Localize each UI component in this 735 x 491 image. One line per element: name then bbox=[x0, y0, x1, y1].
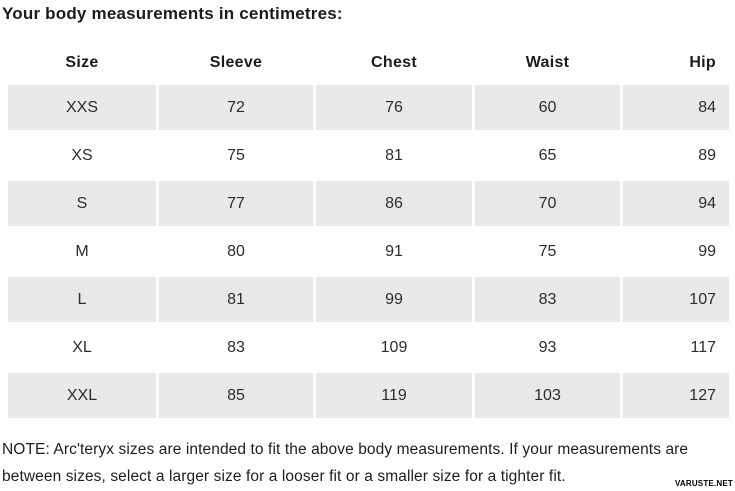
cell-hip: 89 bbox=[623, 133, 729, 178]
cell-sleeve: 85 bbox=[159, 373, 313, 418]
cell-waist: 103 bbox=[475, 373, 620, 418]
table-row-l: L 81 99 83 107 bbox=[8, 277, 729, 322]
cell-hip: 107 bbox=[623, 277, 729, 322]
table-row-xs: XS 75 81 65 89 bbox=[8, 133, 729, 178]
cell-size: XS bbox=[8, 133, 156, 178]
cell-hip: 99 bbox=[623, 229, 729, 274]
table-row-xl: XL 83 109 93 117 bbox=[8, 325, 729, 370]
cell-chest: 86 bbox=[316, 181, 472, 226]
cell-size: XXS bbox=[8, 85, 156, 130]
cell-chest: 109 bbox=[316, 325, 472, 370]
cell-chest: 99 bbox=[316, 277, 472, 322]
cell-hip: 94 bbox=[623, 181, 729, 226]
watermark-logo: VARUSTE.NET bbox=[674, 479, 733, 488]
cell-chest: 81 bbox=[316, 133, 472, 178]
cell-size: S bbox=[8, 181, 156, 226]
cell-waist: 65 bbox=[475, 133, 620, 178]
column-header-sleeve: Sleeve bbox=[159, 44, 313, 82]
cell-hip: 84 bbox=[623, 85, 729, 130]
table-header-row: Size Sleeve Chest Waist Hip bbox=[8, 44, 729, 82]
cell-sleeve: 72 bbox=[159, 85, 313, 130]
cell-size: XXL bbox=[8, 373, 156, 418]
cell-sleeve: 80 bbox=[159, 229, 313, 274]
cell-sleeve: 75 bbox=[159, 133, 313, 178]
cell-chest: 119 bbox=[316, 373, 472, 418]
cell-waist: 75 bbox=[475, 229, 620, 274]
cell-hip: 117 bbox=[623, 325, 729, 370]
cell-sleeve: 77 bbox=[159, 181, 313, 226]
cell-size: XL bbox=[8, 325, 156, 370]
cell-hip: 127 bbox=[623, 373, 729, 418]
table-row-xxl: XXL 85 119 103 127 bbox=[8, 373, 729, 418]
column-header-chest: Chest bbox=[316, 44, 472, 82]
cell-chest: 91 bbox=[316, 229, 472, 274]
measurements-table: Size Sleeve Chest Waist Hip XXS 72 76 60… bbox=[5, 41, 732, 421]
cell-waist: 60 bbox=[475, 85, 620, 130]
column-header-waist: Waist bbox=[475, 44, 620, 82]
page-title: Your body measurements in centimetres: bbox=[2, 4, 343, 23]
table-row-m: M 80 91 75 99 bbox=[8, 229, 729, 274]
cell-waist: 93 bbox=[475, 325, 620, 370]
cell-sleeve: 81 bbox=[159, 277, 313, 322]
table-row-xxs: XXS 72 76 60 84 bbox=[8, 85, 729, 130]
cell-chest: 76 bbox=[316, 85, 472, 130]
cell-waist: 83 bbox=[475, 277, 620, 322]
cell-waist: 70 bbox=[475, 181, 620, 226]
cell-size: L bbox=[8, 277, 156, 322]
note-text: NOTE: Arc'teryx sizes are intended to fi… bbox=[2, 441, 689, 485]
column-header-size: Size bbox=[8, 44, 156, 82]
table-row-s: S 77 86 70 94 bbox=[8, 181, 729, 226]
cell-sleeve: 83 bbox=[159, 325, 313, 370]
column-header-hip: Hip bbox=[623, 44, 729, 82]
cell-size: M bbox=[8, 229, 156, 274]
